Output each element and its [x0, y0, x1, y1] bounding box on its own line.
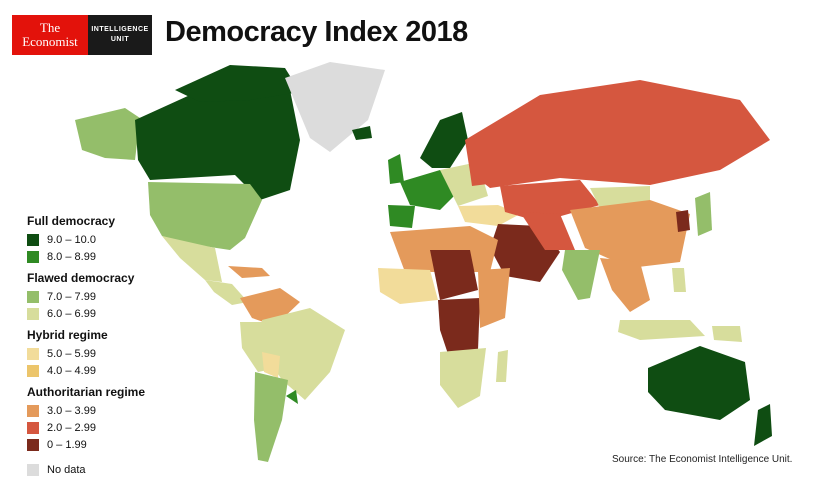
region-central-africa — [438, 298, 480, 354]
region-usa — [148, 182, 262, 250]
legend-swatch — [27, 421, 39, 434]
region-west-africa — [378, 268, 438, 304]
legend-swatch — [27, 404, 39, 417]
legend-swatch — [27, 250, 39, 263]
legend-item-no-data: No data — [27, 461, 197, 478]
region-australia — [648, 346, 750, 420]
region-philippines — [672, 268, 686, 292]
region-sahel — [430, 250, 478, 300]
region-korea — [676, 210, 690, 232]
legend-item: 3.0 – 3.99 — [27, 402, 197, 419]
map-title: Democracy Index 2018 — [165, 16, 468, 48]
legend-heading-flawed-democracy: Flawed democracy — [27, 271, 135, 285]
region-papua — [712, 326, 742, 342]
legend-swatch — [27, 463, 39, 476]
legend: Full democracy 9.0 – 10.0 8.0 – 8.99 Fla… — [27, 208, 197, 478]
legend-item: 9.0 – 10.0 — [27, 231, 197, 248]
legend-item: 7.0 – 7.99 — [27, 288, 197, 305]
legend-item: 0 – 1.99 — [27, 436, 197, 453]
region-russia — [465, 80, 770, 188]
legend-heading-authoritarian-regime: Authoritarian regime — [27, 385, 146, 399]
legend-item: 6.0 – 6.99 — [27, 305, 197, 322]
region-paraguay — [262, 352, 280, 378]
region-india — [562, 250, 600, 300]
region-scandinavia — [420, 112, 468, 168]
region-central-america — [205, 280, 248, 305]
region-uk-ireland — [388, 154, 404, 184]
legend-heading-hybrid-regime: Hybrid regime — [27, 328, 108, 342]
region-canada — [135, 78, 300, 200]
region-new-zealand — [754, 404, 772, 446]
region-brazil — [262, 308, 345, 400]
legend-item: 2.0 – 2.99 — [27, 419, 197, 436]
legend-item: 5.0 – 5.99 — [27, 345, 197, 362]
region-southeast-asia — [600, 258, 650, 312]
world-map — [75, 62, 772, 462]
legend-swatch — [27, 364, 39, 377]
legend-item: 4.0 – 4.99 — [27, 362, 197, 379]
region-madagascar — [496, 350, 508, 382]
region-argentina-chile — [254, 372, 288, 462]
region-caribbean — [228, 266, 270, 278]
region-southern-africa — [440, 348, 486, 408]
legend-item: 8.0 – 8.99 — [27, 248, 197, 265]
region-iran-afghanistan — [520, 212, 575, 250]
legend-heading-full-democracy: Full democracy — [27, 214, 116, 228]
region-indonesia — [618, 320, 705, 340]
region-iberia — [388, 205, 415, 228]
region-balkans-turkey — [458, 205, 520, 226]
region-uruguay — [286, 390, 298, 404]
legend-swatch — [27, 438, 39, 451]
source-note: Source: The Economist Intelligence Unit. — [612, 454, 793, 465]
economist-logo: The Economist INTELLIGENCE UNIT — [12, 15, 152, 55]
region-greenland — [285, 62, 385, 152]
region-alaska — [75, 108, 140, 160]
legend-swatch — [27, 290, 39, 303]
region-iceland — [352, 126, 372, 140]
region-western-europe — [400, 170, 458, 210]
legend-swatch — [27, 233, 39, 246]
economist-wordmark: The Economist — [12, 15, 88, 55]
legend-swatch — [27, 307, 39, 320]
legend-swatch — [27, 347, 39, 360]
region-venezuela-colombia — [240, 288, 300, 326]
region-mexico — [162, 236, 222, 282]
region-japan — [695, 192, 712, 236]
region-east-africa — [478, 268, 510, 328]
eiu-wordmark: INTELLIGENCE UNIT — [88, 15, 152, 55]
region-china — [570, 200, 690, 268]
region-canada-islands — [175, 65, 300, 102]
